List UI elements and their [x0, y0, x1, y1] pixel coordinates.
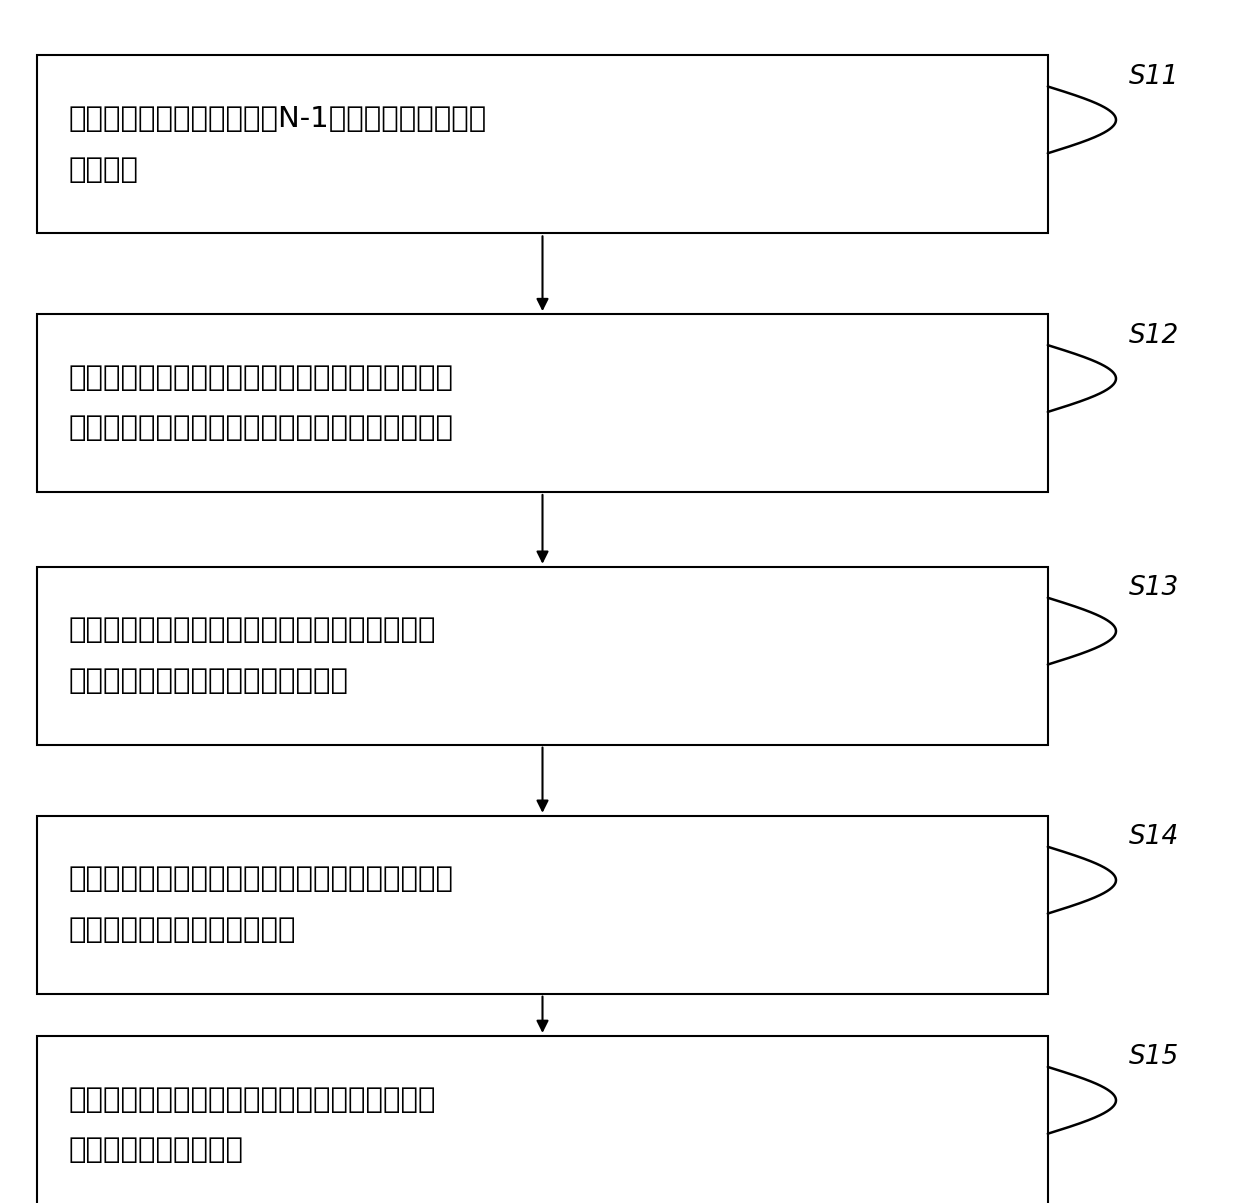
- Text: 第四分部，重复所述第一分部至第三分部，直至获: 第四分部，重复所述第一分部至第三分部，直至获: [68, 865, 453, 894]
- Bar: [37, 55, 1048, 233]
- Text: 第三分部，采用内点算法求解电压稳定临界点问: 第三分部，采用内点算法求解电压稳定临界点问: [68, 616, 435, 645]
- Text: S11: S11: [1128, 64, 1179, 90]
- Text: S14: S14: [1128, 824, 1179, 851]
- Text: S12: S12: [1128, 322, 1179, 349]
- Bar: [37, 314, 1048, 492]
- Text: S15: S15: [1128, 1044, 1179, 1071]
- Bar: [37, 1036, 1048, 1203]
- Bar: [37, 567, 1048, 745]
- Text: 题，获得所述故障场景的负荷裕度；: 题，获得所述故障场景的负荷裕度；: [68, 666, 348, 695]
- Text: 取所有故障场景的负荷裕度；: 取所有故障场景的负荷裕度；: [68, 915, 295, 944]
- Text: 第二分部，选取所述原始故障集中的故障场景，修: 第二分部，选取所述原始故障集中的故障场景，修: [68, 363, 453, 392]
- Text: S13: S13: [1128, 575, 1179, 602]
- Text: 景，得到严重故障集。: 景，得到严重故障集。: [68, 1136, 243, 1165]
- Text: 第一分部，获取需要分析的N-1故障场景，构建原始: 第一分部，获取需要分析的N-1故障场景，构建原始: [68, 105, 486, 134]
- Bar: [37, 816, 1048, 994]
- Text: 第五分部，设定负荷裕度阈値，筛选所述故障场: 第五分部，设定负荷裕度阈値，筛选所述故障场: [68, 1085, 435, 1114]
- Text: 故障集；: 故障集；: [68, 155, 138, 184]
- Text: 正电力系统网络结构，建立电压稳定临界点模型；: 正电力系统网络结构，建立电压稳定临界点模型；: [68, 414, 453, 443]
